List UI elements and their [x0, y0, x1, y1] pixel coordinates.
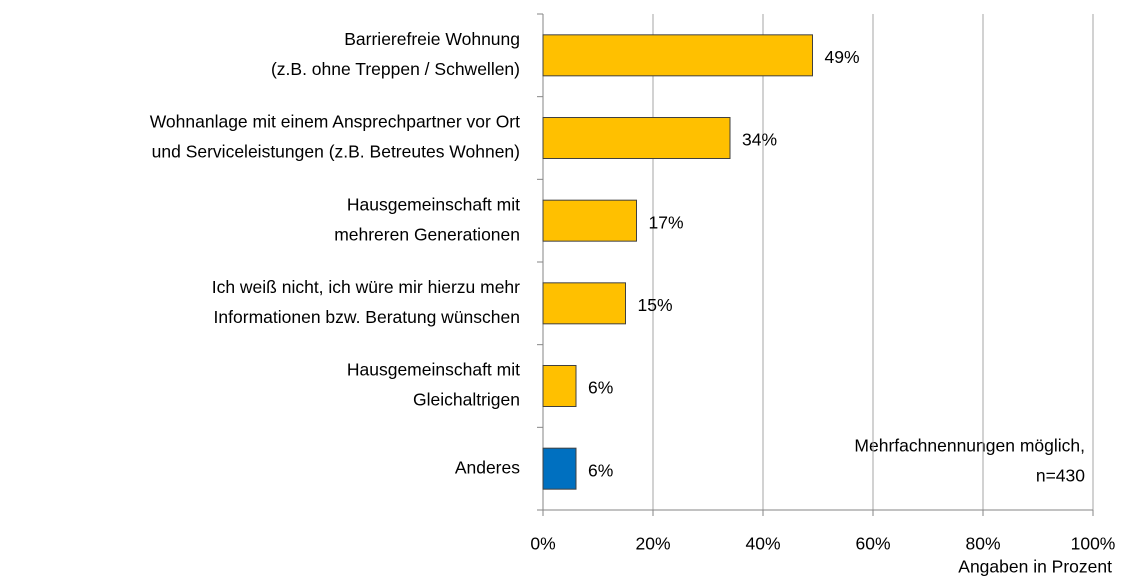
- x-tick-label: 20%: [635, 534, 670, 554]
- y-tick-label: Wohnanlage mit einem Ansprechpartner vor…: [150, 112, 520, 132]
- data-label: 34%: [742, 130, 777, 150]
- y-tick-label: Hausgemeinschaft mit: [347, 360, 520, 380]
- y-tick-label: mehreren Generationen: [334, 224, 520, 244]
- bar: [542, 199, 637, 242]
- x-tick-label: 80%: [965, 534, 1000, 554]
- data-label: 15%: [638, 295, 673, 315]
- y-tick-label: Hausgemeinschaft mit: [347, 194, 520, 214]
- y-tick-label: Ich weiß nicht, ich würe mir hierzu mehr: [212, 277, 520, 297]
- y-tick-label: (z.B. ohne Treppen / Schwellen): [271, 59, 520, 79]
- data-label: 17%: [649, 212, 684, 232]
- x-tick-label: 40%: [745, 534, 780, 554]
- bar: [542, 447, 577, 490]
- y-tick-label: Anderes: [455, 457, 520, 477]
- annotation: Mehrfachnennungen möglich,: [854, 436, 1085, 456]
- x-axis-label: Angaben in Prozent: [958, 557, 1112, 577]
- data-label: 6%: [588, 378, 613, 398]
- bar: [542, 282, 626, 325]
- y-tick-label: und Serviceleistungen (z.B. Betreutes Wo…: [152, 142, 520, 162]
- y-tick-label: Informationen bzw. Beratung wünschen: [214, 307, 520, 327]
- bar: [542, 365, 577, 407]
- x-tick-label: 100%: [1071, 534, 1116, 554]
- x-tick-label: 0%: [530, 534, 555, 554]
- y-tick-label: Barrierefreie Wohnung: [344, 29, 520, 49]
- annotation: n=430: [1036, 466, 1085, 486]
- data-label: 6%: [588, 460, 613, 480]
- bar: [542, 34, 813, 77]
- x-tick-label: 60%: [855, 534, 890, 554]
- bar: [542, 117, 731, 159]
- y-tick-label: Gleichaltrigen: [413, 390, 520, 410]
- data-label: 49%: [825, 47, 860, 67]
